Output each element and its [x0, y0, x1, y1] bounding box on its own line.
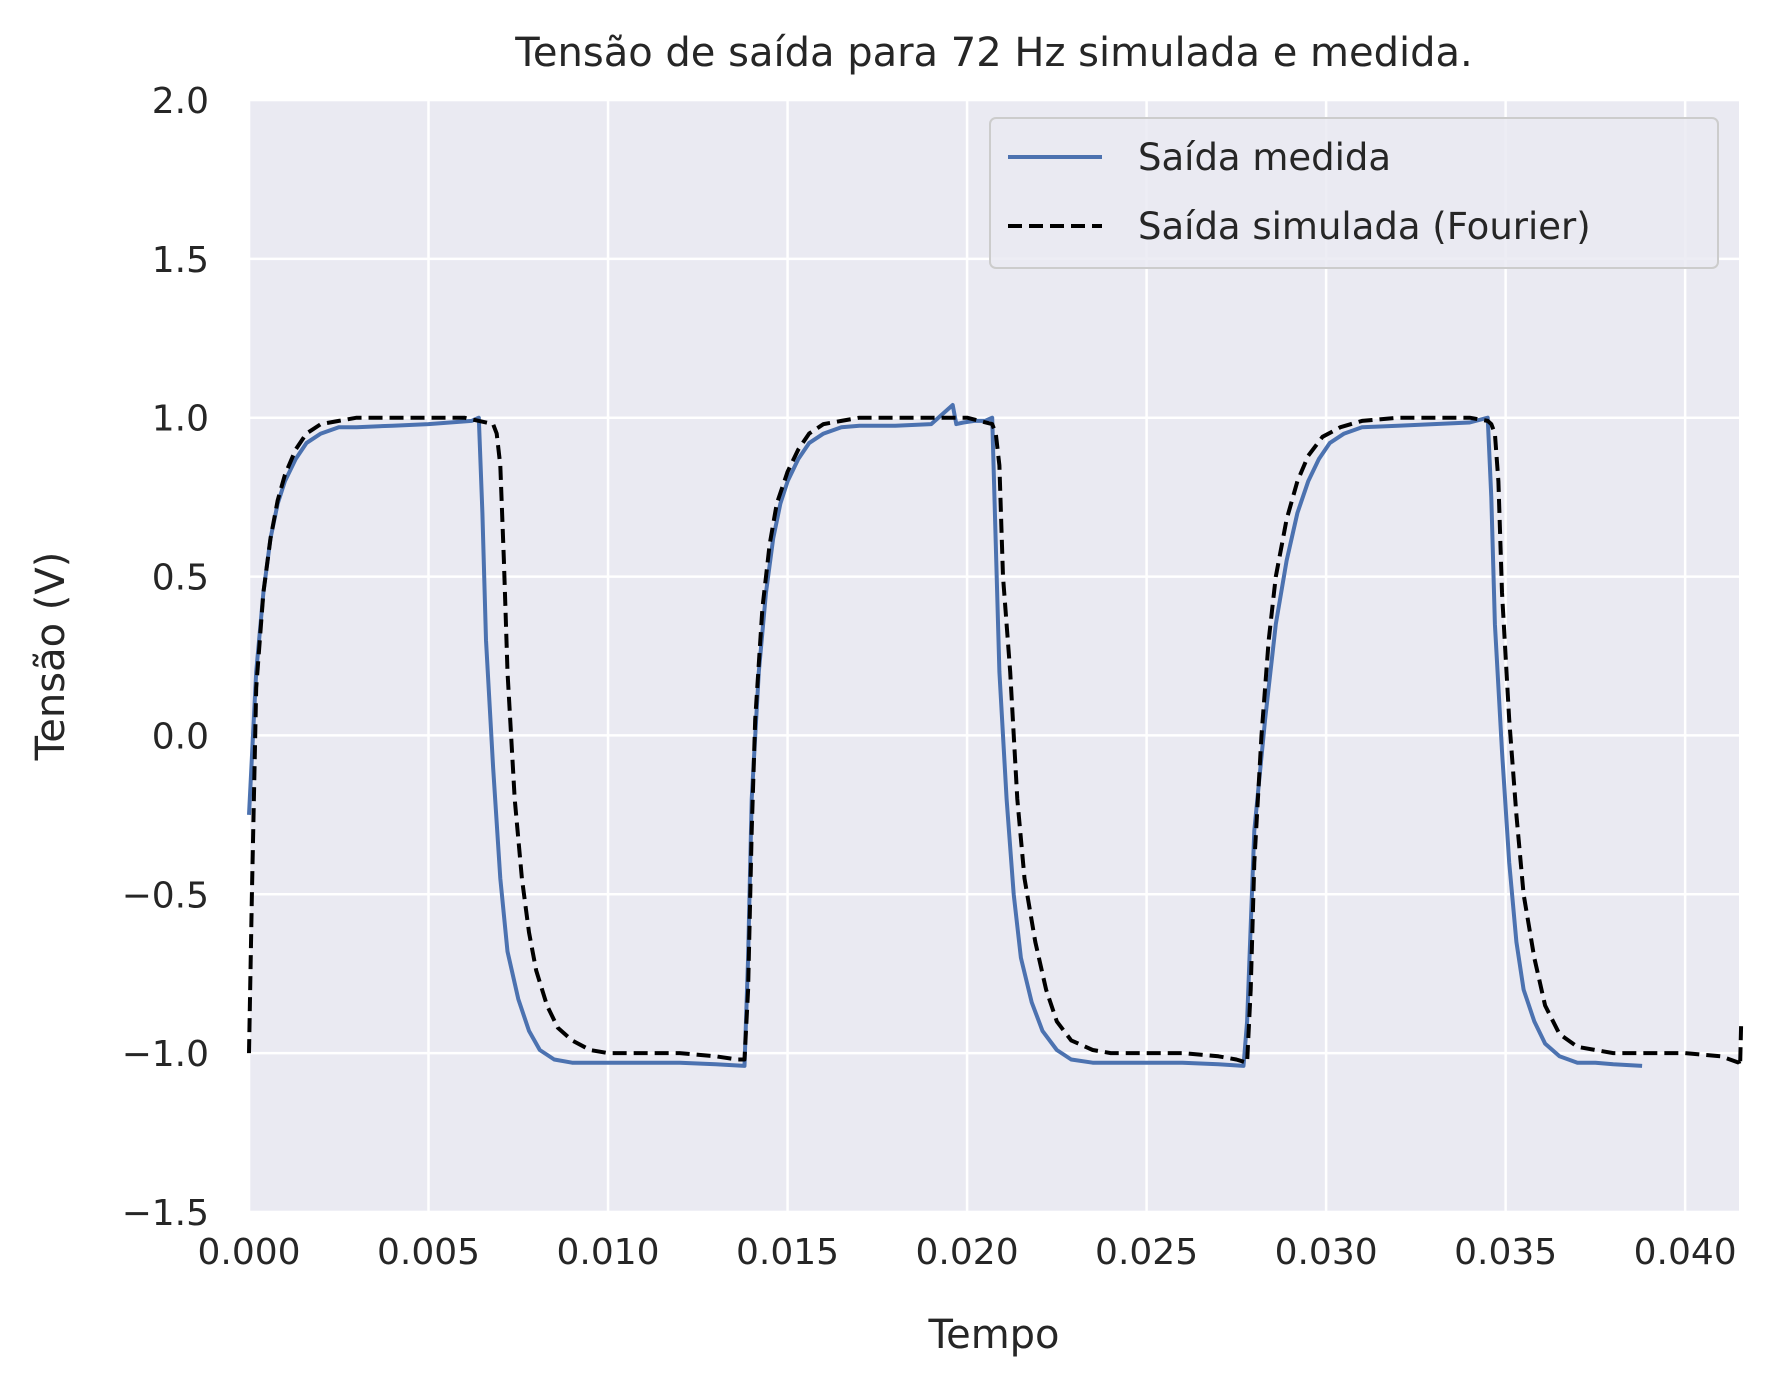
x-tick-label: 0.035: [1454, 1232, 1557, 1273]
x-tick-label: 0.005: [377, 1232, 480, 1273]
y-tick-label: 0.5: [152, 558, 209, 599]
x-axis-label: Tempo: [927, 1312, 1059, 1358]
x-tick-label: 0.040: [1634, 1232, 1737, 1273]
x-tick-label: 0.015: [736, 1232, 839, 1273]
legend-label-saida-simulada: Saída simulada (Fourier): [1138, 205, 1591, 248]
x-tick-label: 0.025: [1095, 1232, 1198, 1273]
legend-box: [989, 117, 1719, 269]
series-layer: [247, 403, 1744, 1068]
y-tick-label: 0.0: [152, 716, 209, 757]
legend-label-saida-medida: Saída medida: [1138, 136, 1391, 179]
y-tick-label: −1.0: [122, 1034, 209, 1075]
y-tick-label: −0.5: [122, 875, 209, 916]
series-line-1: [247, 415, 1744, 1068]
x-tick-label: 0.030: [1275, 1232, 1378, 1273]
x-tick-label: 0.000: [197, 1232, 300, 1273]
x-tick-label: 0.010: [557, 1232, 660, 1273]
chart-title: Tensão de saída para 72 Hz simulada e me…: [514, 30, 1472, 76]
plot-area: [249, 100, 1739, 1212]
y-tick-label: −1.5: [122, 1193, 209, 1234]
y-tick-label: 1.5: [152, 240, 209, 281]
x-tick-label: 0.020: [916, 1232, 1019, 1273]
y-tick-label: 2.0: [152, 81, 209, 122]
legend: Saída medida Saída simulada (Fourier): [989, 117, 1719, 269]
y-axis-label: Tensão (V): [28, 552, 74, 762]
y-tick-label: 1.0: [152, 399, 209, 440]
series-line-0: [247, 403, 1643, 1068]
ticks: 0.000 0.005 0.010 0.015 0.020 0.025 0.030 0.035…: [122, 81, 1737, 1273]
